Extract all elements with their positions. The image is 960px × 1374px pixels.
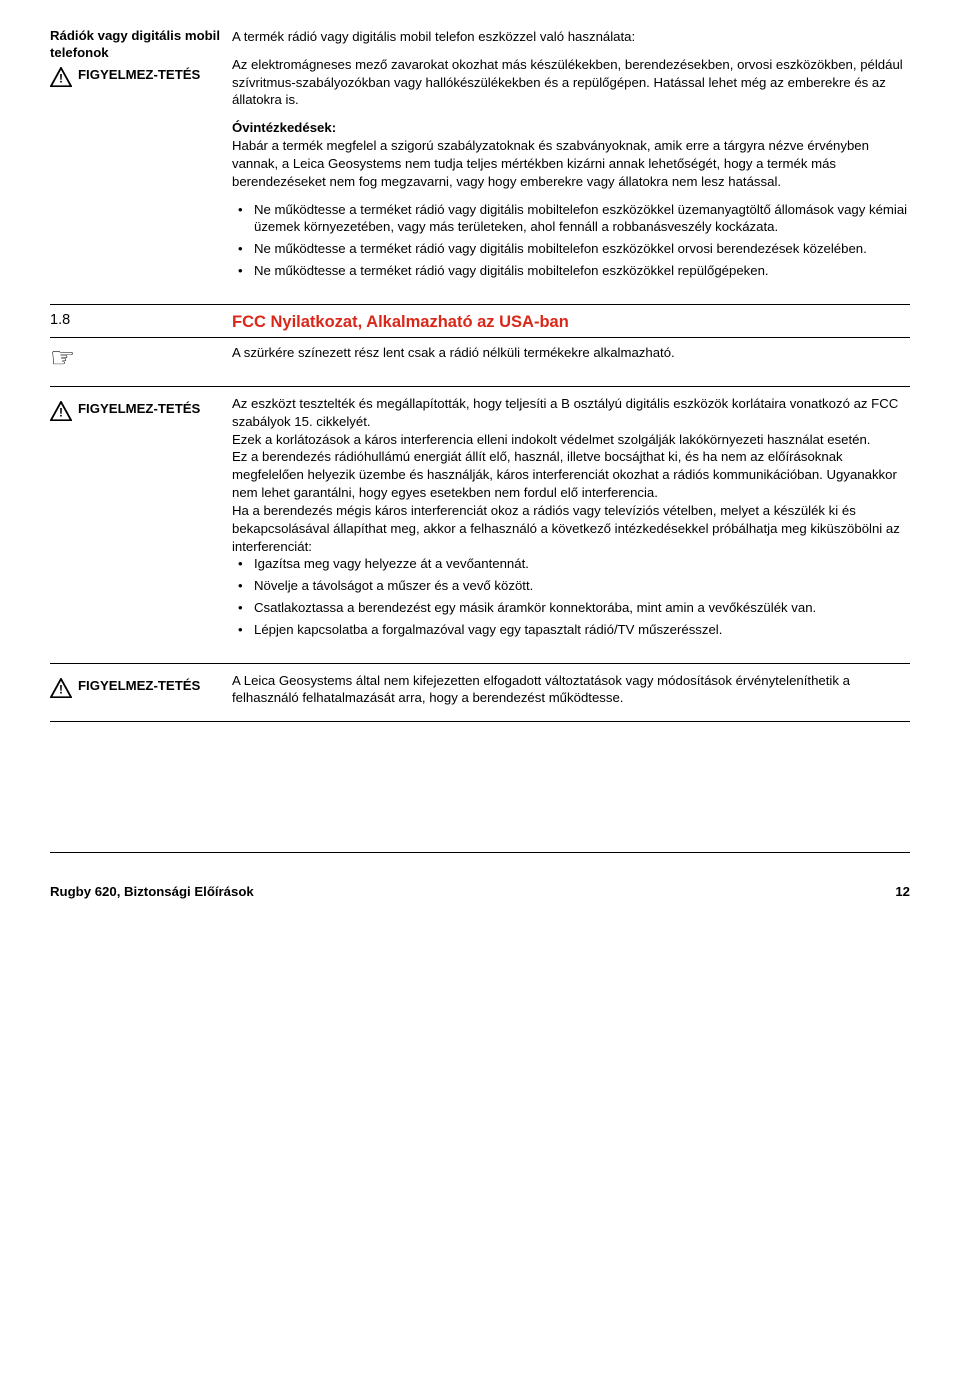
warning-triangle-icon: ! [50,67,72,87]
page-footer: Rugby 620, Biztonsági Előírások 12 [50,883,910,901]
divider [50,663,910,664]
side-column: ! FIGYELMEZ-TETÉS [50,672,220,708]
warning-badge: ! FIGYELMEZ-TETÉS [50,67,220,87]
list-item: Lépjen kapcsolatba a forgalmazóval vagy … [232,621,910,639]
warning-badge: ! FIGYELMEZ-TETÉS [50,401,220,421]
footer-rule [50,852,910,853]
footer-title: Rugby 620, Biztonsági Előírások [50,883,254,901]
paragraph: Óvintézkedések: Habár a termék megfelel … [232,119,910,190]
paragraph: Ezek a korlátozások a káros interferenci… [232,431,910,449]
section-title-cell: FCC Nyilatkozat, Alkalmazható az USA-ban [232,311,910,333]
svg-text:!: ! [59,72,63,86]
list-item: Növelje a távolságot a műszer és a vevő … [232,577,910,595]
bullet-list: Igazítsa meg vagy helyezze át a vevőante… [232,555,910,638]
safety-block-changes: ! FIGYELMEZ-TETÉS A Leica Geosystems ált… [50,672,910,708]
section-heading-row: 1.8 FCC Nyilatkozat, Alkalmazható az USA… [50,311,910,333]
section-number: 1.8 [50,311,220,333]
content-column: A termék rádió vagy digitális mobil tele… [232,28,910,290]
divider [50,721,910,722]
warning-label: FIGYELMEZ-TETÉS [78,67,200,83]
side-column: ! FIGYELMEZ-TETÉS [50,395,220,649]
paragraph: Az elektromágneses mező zavarokat okozha… [232,56,910,109]
warning-label: FIGYELMEZ-TETÉS [78,401,200,417]
note-text: A szürkére színezett rész lent csak a rá… [232,345,675,360]
content-column: Az eszközt tesztelték és megállapították… [232,395,910,649]
svg-text:!: ! [59,406,63,420]
note-text-cell: A szürkére színezett rész lent csak a rá… [232,344,910,372]
paragraph: A Leica Geosystems által nem kifejezette… [232,672,910,708]
divider [50,337,910,338]
section-title: FCC Nyilatkozat, Alkalmazható az USA-ban [232,313,569,331]
list-item: Ne működtesse a terméket rádió vagy digi… [232,240,910,258]
paragraph: A termék rádió vagy digitális mobil tele… [232,28,910,46]
safety-block-radios: Rádiók vagy digitális mobil telefonok ! … [50,28,910,290]
list-item: Csatlakoztassa a berendezést egy másik á… [232,599,910,617]
divider [50,304,910,305]
side-column: Rádiók vagy digitális mobil telefonok ! … [50,28,220,290]
list-item: Ne működtesse a terméket rádió vagy digi… [232,262,910,280]
content-column: A Leica Geosystems által nem kifejezette… [232,672,910,708]
page-number: 12 [895,883,910,901]
paragraph: Ez a berendezés rádióhullámú energiát ál… [232,448,910,501]
safety-block-fcc: ! FIGYELMEZ-TETÉS Az eszközt tesztelték … [50,395,910,649]
note-row: ☞ A szürkére színezett rész lent csak a … [50,344,910,372]
paragraph: Az eszközt tesztelték és megállapították… [232,395,910,431]
bullet-list: Ne működtesse a terméket rádió vagy digi… [232,201,910,280]
side-title: Rádiók vagy digitális mobil telefonok [50,28,220,61]
list-item: Igazítsa meg vagy helyezze át a vevőante… [232,555,910,573]
paragraph: Ha a berendezés mégis káros interferenci… [232,502,910,555]
precautions-label: Óvintézkedések: [232,120,336,135]
note-icon-cell: ☞ [50,344,220,372]
spacer [50,724,910,844]
warning-triangle-icon: ! [50,401,72,421]
list-item: Ne működtesse a terméket rádió vagy digi… [232,201,910,237]
warning-triangle-icon: ! [50,678,72,698]
warning-label: FIGYELMEZ-TETÉS [78,678,200,694]
paragraph-text: Habár a termék megfelel a szigorú szabál… [232,138,869,189]
divider [50,386,910,387]
pointing-hand-icon: ☞ [50,342,75,373]
warning-badge: ! FIGYELMEZ-TETÉS [50,678,220,698]
svg-text:!: ! [59,682,63,696]
